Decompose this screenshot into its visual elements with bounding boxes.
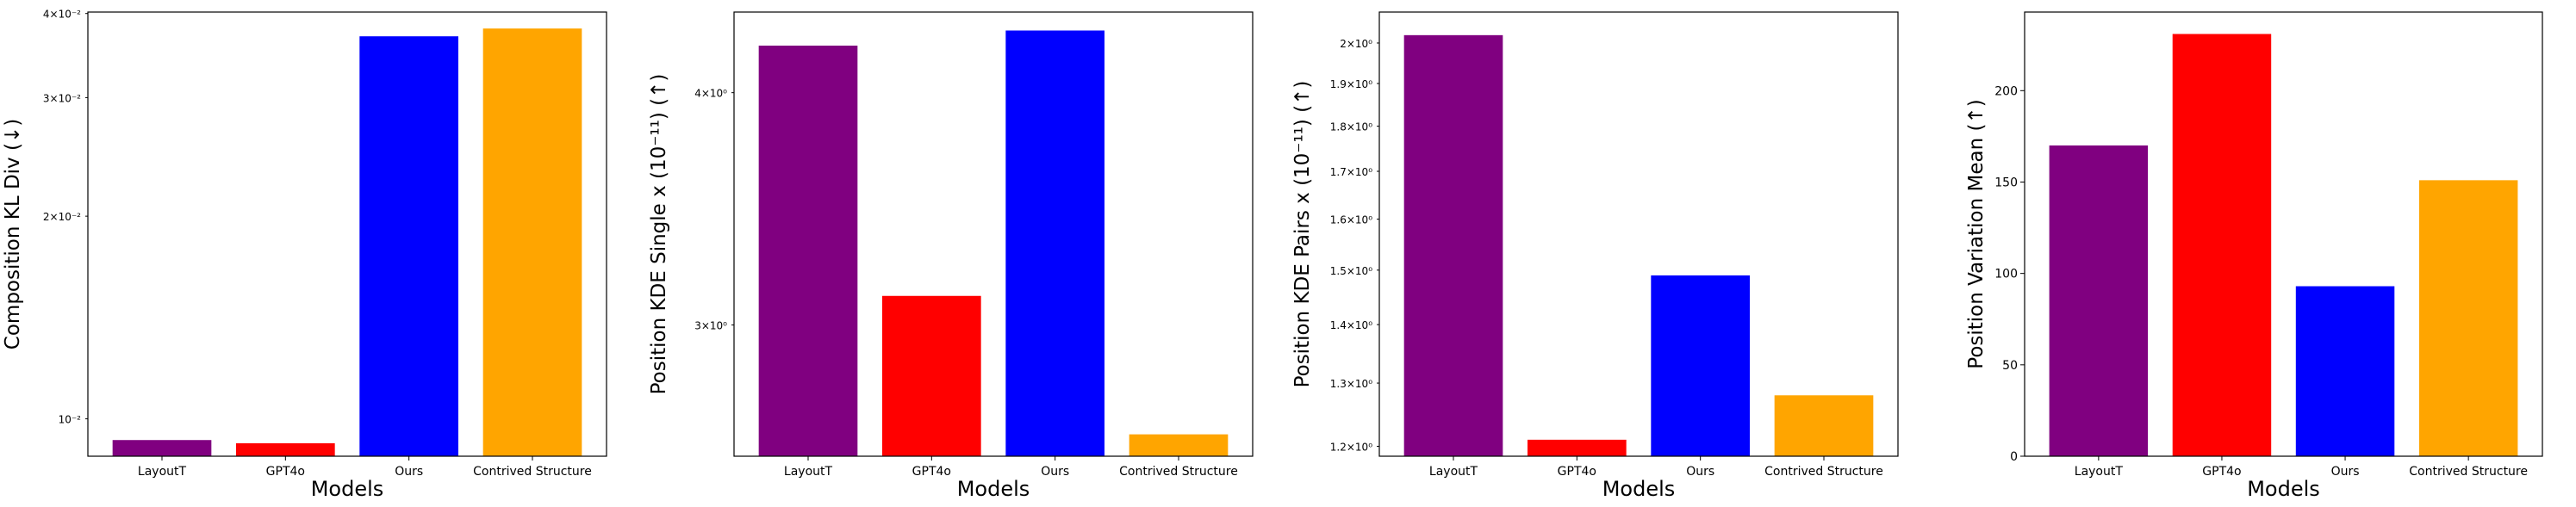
- y-tick-label: 3×10⁻²: [43, 92, 81, 104]
- y-tick-label: 2×10⁰: [1340, 38, 1372, 50]
- y-axis-title: Position KDE Single x (10⁻¹¹) (↑): [648, 74, 670, 395]
- bar-layoutt: [112, 440, 212, 456]
- y-tick-label: 150: [1994, 176, 2018, 189]
- chart-panel-4: LayoutT GPT4o Ours Contrived Structure 0 50 10…: [1965, 11, 2543, 501]
- y-tick-label: 2×10⁻²: [43, 211, 81, 223]
- y-tick-label: 1.6×10⁰: [1330, 214, 1372, 226]
- x-tick-label: GPT4o: [912, 465, 951, 479]
- x-axis-title: Models: [2247, 477, 2320, 501]
- y-tick-label: 100: [1994, 268, 2018, 281]
- plot-frame: [733, 11, 1254, 457]
- x-tick-label: GPT4o: [2202, 465, 2241, 479]
- y-tick-label: 1.5×10⁰: [1330, 265, 1372, 277]
- x-tick-label: Contrived Structure: [473, 465, 592, 479]
- x-tick-label: GPT4o: [1558, 465, 1596, 479]
- y-tick-label: 4×10⁰: [694, 88, 727, 100]
- bar-gpt4o: [882, 295, 981, 456]
- x-tick-label: LayoutT: [784, 465, 833, 479]
- y-tick-label: 4×10⁻²: [43, 9, 81, 21]
- x-tick-label: Contrived Structure: [1119, 465, 1238, 479]
- y-tick-label: 50: [2002, 359, 2018, 373]
- x-tick-label: Contrived Structure: [1764, 465, 1883, 479]
- bar-ours: [359, 36, 458, 457]
- bar-layoutt: [2049, 145, 2149, 456]
- x-tick-label: GPT4o: [266, 465, 305, 479]
- y-axis-title: Position KDE Pairs x (10⁻¹¹) (↑): [1291, 81, 1314, 388]
- bar-ours: [2295, 286, 2395, 456]
- x-tick-label: LayoutT: [138, 465, 187, 479]
- bar-contrived-structure: [2418, 180, 2518, 457]
- y-tick-label: 3×10⁰: [694, 320, 727, 332]
- bar-ours: [1651, 275, 1750, 456]
- y-axis-title: Position Variation Mean (↑): [1965, 99, 1988, 368]
- plot-frame: [2024, 11, 2543, 457]
- y-tick-label: 1.4×10⁰: [1330, 319, 1372, 331]
- x-axis-title: Models: [1602, 477, 1676, 501]
- bar-gpt4o: [236, 442, 335, 456]
- y-tick-label: 1.3×10⁰: [1330, 378, 1372, 390]
- chart-panel-2: LayoutT GPT4o Ours Contrived Structure 3×10⁰…: [648, 11, 1254, 501]
- x-axis-title: Models: [957, 477, 1030, 501]
- chart-panel-3: LayoutT GPT4o Ours Contrived Structure 1.2×1…: [1291, 11, 1899, 501]
- plot-frame: [1378, 11, 1899, 457]
- x-tick-label: Ours: [1686, 465, 1714, 479]
- x-tick-label: Ours: [395, 465, 423, 479]
- bar-layoutt: [1403, 34, 1503, 457]
- bar-contrived-structure: [1774, 395, 1874, 456]
- bar-layoutt: [758, 46, 858, 456]
- bar-ours: [1005, 30, 1104, 456]
- y-axis-title: Composition KL Div (↓): [2, 119, 24, 349]
- y-tick-label: 200: [1994, 84, 2018, 98]
- y-tick-label: 0: [2010, 450, 2018, 464]
- x-tick-label: Ours: [1041, 465, 1069, 479]
- y-tick-label: 10⁻²: [59, 414, 82, 426]
- chart-panel-1: LayoutT GPT4o Ours Contrived Structure 10⁻² 2…: [2, 9, 607, 501]
- plot-frame: [87, 11, 607, 457]
- y-tick-label: 1.9×10⁰: [1330, 78, 1372, 90]
- x-axis-title: Models: [311, 477, 384, 501]
- bar-gpt4o: [1528, 439, 1627, 456]
- y-tick-label: 1.2×10⁰: [1330, 441, 1372, 453]
- y-tick-label: 1.7×10⁰: [1330, 166, 1372, 178]
- x-tick-label: LayoutT: [2075, 465, 2124, 479]
- bar-contrived-structure: [482, 28, 582, 457]
- bar-gpt4o: [2172, 34, 2272, 456]
- x-tick-label: LayoutT: [1429, 465, 1478, 479]
- bar-contrived-structure: [1129, 434, 1229, 456]
- x-tick-label: Ours: [2331, 465, 2360, 479]
- y-tick-label: 1.8×10⁰: [1330, 121, 1372, 133]
- x-tick-label: Contrived Structure: [2409, 465, 2528, 479]
